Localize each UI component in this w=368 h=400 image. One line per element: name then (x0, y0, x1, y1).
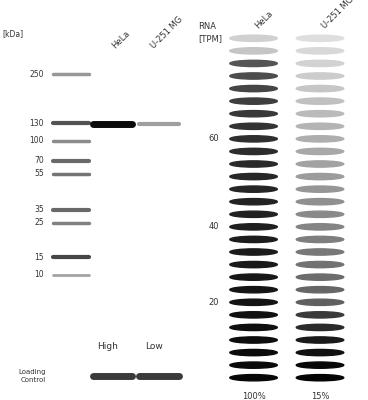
Text: U-251 MG: U-251 MG (320, 0, 355, 31)
Ellipse shape (230, 174, 277, 180)
Ellipse shape (230, 262, 277, 268)
Text: [TPM]: [TPM] (198, 34, 222, 43)
Text: HeLa: HeLa (254, 9, 275, 31)
Ellipse shape (230, 186, 277, 192)
Ellipse shape (230, 98, 277, 104)
Ellipse shape (230, 362, 277, 368)
Ellipse shape (296, 48, 344, 54)
Ellipse shape (296, 211, 344, 218)
Ellipse shape (230, 299, 277, 306)
Ellipse shape (296, 374, 344, 381)
Ellipse shape (296, 286, 344, 293)
Ellipse shape (230, 148, 277, 154)
Ellipse shape (296, 148, 344, 154)
Ellipse shape (230, 73, 277, 79)
Ellipse shape (230, 136, 277, 142)
Ellipse shape (230, 374, 277, 381)
Ellipse shape (230, 249, 277, 255)
Ellipse shape (230, 35, 277, 42)
Ellipse shape (230, 211, 277, 218)
Ellipse shape (296, 362, 344, 368)
Text: 25: 25 (34, 218, 44, 227)
Ellipse shape (296, 224, 344, 230)
Ellipse shape (296, 262, 344, 268)
Ellipse shape (296, 60, 344, 66)
Ellipse shape (230, 236, 277, 242)
Ellipse shape (296, 73, 344, 79)
Ellipse shape (296, 236, 344, 242)
Ellipse shape (296, 174, 344, 180)
Ellipse shape (230, 350, 277, 356)
Text: 100%: 100% (242, 392, 265, 400)
Ellipse shape (296, 337, 344, 343)
Ellipse shape (230, 161, 277, 167)
Text: 40: 40 (208, 222, 219, 231)
Ellipse shape (230, 48, 277, 54)
Ellipse shape (230, 110, 277, 117)
Ellipse shape (296, 161, 344, 167)
Ellipse shape (230, 274, 277, 280)
Ellipse shape (296, 324, 344, 330)
Ellipse shape (230, 60, 277, 66)
Text: 60: 60 (208, 134, 219, 143)
Ellipse shape (296, 123, 344, 130)
Text: Loading
Control: Loading Control (18, 369, 46, 383)
Ellipse shape (230, 224, 277, 230)
Text: U-251 MG: U-251 MG (149, 14, 184, 50)
Text: 10: 10 (34, 270, 44, 279)
Text: HeLa: HeLa (110, 28, 132, 50)
Ellipse shape (230, 337, 277, 343)
Text: 250: 250 (29, 70, 44, 79)
Ellipse shape (230, 198, 277, 205)
Ellipse shape (296, 110, 344, 117)
Text: [kDa]: [kDa] (3, 30, 24, 38)
Ellipse shape (296, 198, 344, 205)
Text: Low: Low (145, 342, 163, 351)
Text: 100: 100 (29, 136, 44, 145)
Ellipse shape (296, 274, 344, 280)
Text: 35: 35 (34, 205, 44, 214)
Ellipse shape (296, 299, 344, 306)
Text: 20: 20 (208, 298, 219, 307)
Text: 15%: 15% (311, 392, 329, 400)
Ellipse shape (296, 312, 344, 318)
Ellipse shape (230, 123, 277, 130)
Text: 15: 15 (34, 253, 44, 262)
Text: RNA: RNA (198, 22, 216, 31)
Ellipse shape (230, 286, 277, 293)
Ellipse shape (296, 35, 344, 42)
Ellipse shape (296, 86, 344, 92)
Ellipse shape (230, 86, 277, 92)
Text: 55: 55 (34, 169, 44, 178)
Text: 70: 70 (34, 156, 44, 165)
Ellipse shape (296, 350, 344, 356)
Ellipse shape (230, 312, 277, 318)
Ellipse shape (230, 324, 277, 330)
Text: 130: 130 (29, 119, 44, 128)
Ellipse shape (296, 186, 344, 192)
Ellipse shape (296, 249, 344, 255)
Text: High: High (97, 342, 118, 351)
Ellipse shape (296, 136, 344, 142)
Ellipse shape (296, 98, 344, 104)
